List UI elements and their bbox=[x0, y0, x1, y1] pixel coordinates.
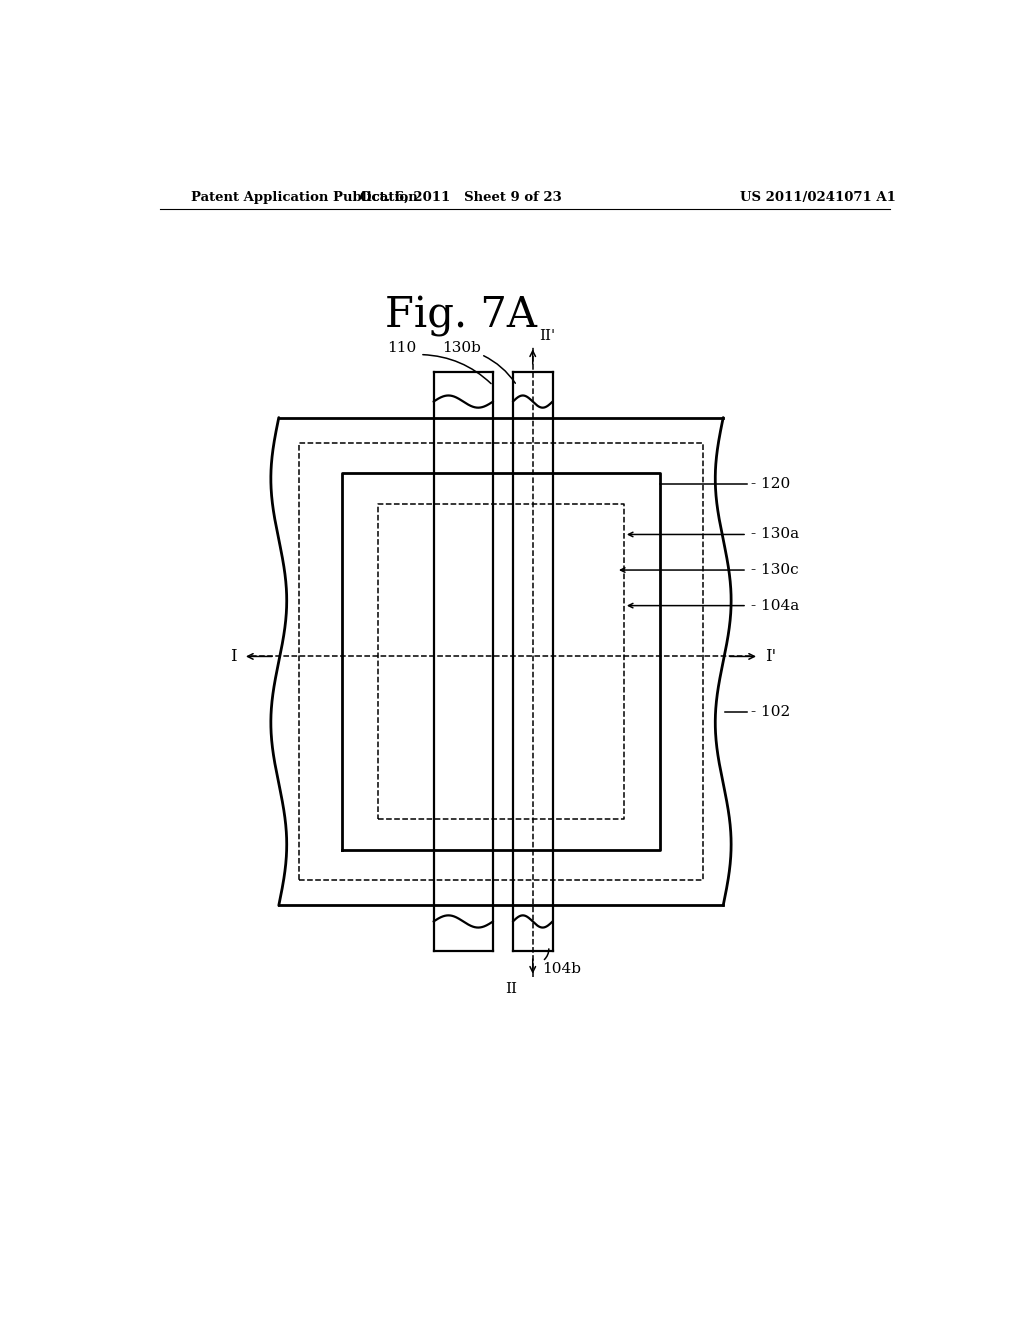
Text: 104b: 104b bbox=[543, 962, 582, 977]
Text: - 120: - 120 bbox=[751, 477, 791, 491]
Text: US 2011/0241071 A1: US 2011/0241071 A1 bbox=[740, 190, 896, 203]
Text: Fig. 7A: Fig. 7A bbox=[385, 294, 538, 337]
Text: 130b: 130b bbox=[442, 341, 480, 355]
Text: - 130c: - 130c bbox=[751, 564, 799, 577]
Text: Oct. 6, 2011   Sheet 9 of 23: Oct. 6, 2011 Sheet 9 of 23 bbox=[360, 190, 562, 203]
Text: - 104a: - 104a bbox=[751, 598, 799, 612]
Text: - 102: - 102 bbox=[751, 705, 791, 719]
Text: 110: 110 bbox=[387, 341, 417, 355]
Text: Patent Application Publication: Patent Application Publication bbox=[191, 190, 418, 203]
Text: I: I bbox=[230, 648, 237, 665]
Text: I': I' bbox=[765, 648, 776, 665]
Text: II': II' bbox=[539, 330, 555, 343]
Text: - 130a: - 130a bbox=[751, 528, 799, 541]
Text: II: II bbox=[505, 982, 517, 995]
